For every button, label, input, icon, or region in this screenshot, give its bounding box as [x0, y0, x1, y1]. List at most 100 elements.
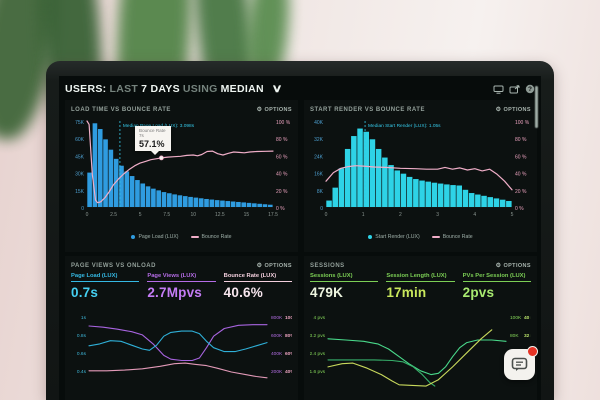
chart-legend: Page Load (LUX) Bounce Rate — [71, 232, 292, 242]
histogram-bar[interactable] — [156, 190, 161, 207]
histogram-bar[interactable] — [267, 204, 273, 207]
histogram-bar[interactable] — [198, 198, 204, 207]
histogram-bar[interactable] — [344, 148, 351, 207]
axis-tick-label: 2.4 pvs — [310, 351, 326, 357]
options-button[interactable]: ⚙ OPTIONS — [257, 262, 292, 270]
histogram-bar[interactable] — [140, 183, 146, 207]
histogram-bar[interactable] — [363, 131, 370, 207]
histogram-bar[interactable] — [225, 201, 231, 207]
date-range-selector[interactable]: USERS: LAST 7 DAYS USING MEDIAN ∨ — [65, 83, 282, 95]
tooltip-bucket: 7s — [139, 133, 144, 139]
axis-tick-label: 5 — [511, 212, 514, 218]
metric: Sessions (LUX) 479K — [310, 273, 379, 307]
legend-item[interactable]: Start Render (LUX) — [368, 234, 420, 240]
histogram-bar[interactable] — [437, 183, 444, 207]
histogram-bar[interactable] — [493, 198, 500, 207]
share-icon[interactable] — [509, 84, 520, 94]
histogram-bar[interactable] — [119, 165, 124, 207]
histogram-bar[interactable] — [487, 197, 494, 207]
histogram-bar[interactable] — [188, 196, 193, 207]
axis-tick-label: 0.6s — [77, 351, 87, 357]
histogram-bar[interactable] — [413, 179, 419, 207]
histogram-bar[interactable] — [332, 187, 339, 207]
histogram-bar[interactable] — [369, 139, 376, 207]
histogram-bar[interactable] — [241, 202, 247, 207]
histogram-bar[interactable] — [506, 200, 512, 207]
gear-icon: ⚙ — [495, 107, 502, 113]
histogram-bar[interactable] — [499, 199, 506, 207]
histogram-bar[interactable] — [338, 168, 345, 207]
histogram-bar[interactable] — [92, 123, 98, 207]
panel-page-views-vs-onload: PAGE VIEWS VS ONLOAD ⚙ OPTIONS Page Load… — [65, 256, 298, 400]
start-render-histogram-chart: 40K 32K 24K 16K 8K 0 100 % 80 % 60 % 40 % 20 % 0 % 0… — [314, 120, 530, 218]
histogram-bar[interactable] — [326, 200, 332, 207]
axis-tick-label: 8K — [317, 189, 324, 195]
histogram-bar[interactable] — [394, 170, 401, 207]
histogram-bar[interactable] — [468, 193, 475, 207]
histogram-bar[interactable] — [357, 128, 363, 207]
histogram-bar[interactable] — [388, 165, 394, 207]
help-icon[interactable]: ? — [525, 84, 535, 94]
histogram-bar[interactable] — [214, 200, 220, 207]
histogram-bar[interactable] — [419, 180, 425, 208]
histogram-bar[interactable] — [351, 136, 357, 207]
histogram-bar[interactable] — [129, 176, 135, 207]
legend-item[interactable]: Page Load (LUX) — [131, 234, 179, 240]
histogram-bar[interactable] — [382, 157, 388, 207]
options-button[interactable]: ⚙ OPTIONS — [495, 106, 531, 114]
axis-tick-label: 100% — [285, 315, 292, 321]
histogram-bar[interactable] — [87, 172, 92, 207]
title-segment: USING — [182, 83, 218, 95]
options-button[interactable]: ⚙ OPTIONS — [496, 262, 531, 270]
histogram-bar[interactable] — [444, 184, 450, 207]
histogram-bar[interactable] — [462, 189, 469, 207]
histogram-bar[interactable] — [151, 188, 156, 207]
histogram-bar[interactable] — [236, 201, 241, 207]
histogram-bar[interactable] — [172, 194, 177, 207]
histogram-bar[interactable] — [161, 192, 167, 207]
histogram-bar[interactable] — [456, 185, 463, 208]
axis-tick-label: 75K — [75, 120, 85, 126]
histogram-bar[interactable] — [475, 194, 481, 207]
load-time-histogram-chart: 75K 60K 45K 30K 15K 0 100 % 80 % 60 % 40 % 20 % 0 %… — [75, 120, 291, 218]
monitor-icon[interactable] — [493, 85, 504, 94]
chat-widget-button[interactable] — [504, 346, 538, 380]
histogram-bar[interactable] — [425, 181, 432, 207]
svg-text:?: ? — [528, 86, 532, 93]
histogram-bar[interactable] — [182, 196, 188, 207]
histogram-bar[interactable] — [230, 201, 236, 208]
axis-tick-label: 4 pvs — [314, 315, 326, 321]
histogram-bar[interactable] — [113, 158, 119, 207]
options-label: OPTIONS — [503, 262, 531, 269]
histogram-bar[interactable] — [177, 195, 183, 207]
options-button[interactable]: ⚙ OPTIONS — [257, 106, 292, 114]
histogram-bar[interactable] — [204, 198, 209, 207]
histogram-bar[interactable] — [257, 203, 262, 207]
legend-item[interactable]: Bounce Rate — [190, 234, 232, 240]
panel-title: SESSIONS — [310, 262, 345, 269]
histogram-bar[interactable] — [167, 193, 172, 207]
histogram-bar[interactable] — [135, 180, 140, 207]
legend-item[interactable]: Bounce Rate — [431, 234, 473, 240]
histogram-bar[interactable] — [375, 148, 382, 207]
histogram-bar[interactable] — [103, 139, 108, 207]
histogram-bar[interactable] — [400, 173, 407, 207]
histogram-bar[interactable] — [193, 197, 199, 207]
histogram-bar[interactable] — [145, 186, 151, 207]
histogram-bar[interactable] — [481, 195, 487, 207]
histogram-bar[interactable] — [431, 182, 438, 207]
histogram-bar[interactable] — [262, 204, 268, 207]
histogram-bar[interactable] — [124, 171, 130, 207]
tooltip-point-marker[interactable] — [159, 155, 164, 161]
histogram-bar[interactable] — [209, 199, 215, 207]
histogram-bar[interactable] — [108, 149, 114, 207]
histogram-bar[interactable] — [406, 176, 413, 207]
histogram-bar[interactable] — [450, 185, 456, 207]
histogram-bar[interactable] — [252, 203, 257, 207]
histogram-bar[interactable] — [220, 200, 225, 207]
histogram-bar[interactable] — [97, 129, 103, 207]
axis-tick-label: 7.5 — [163, 212, 170, 218]
panel-title: PAGE VIEWS VS ONLOAD — [71, 262, 156, 269]
histogram-bar[interactable] — [246, 202, 252, 207]
